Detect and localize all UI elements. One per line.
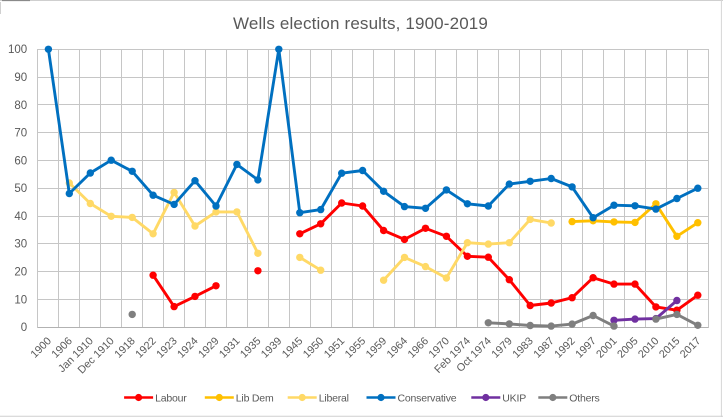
svg-text:Labour: Labour [155,393,187,405]
svg-text:UKIP: UKIP [502,393,526,405]
svg-text:80: 80 [14,100,27,112]
svg-text:30: 30 [14,239,27,251]
svg-text:0: 0 [21,322,27,334]
svg-text:Others: Others [569,393,599,405]
svg-text:40: 40 [14,211,27,223]
svg-text:Wells election results, 1900-2: Wells election results, 1900-2019 [233,14,488,33]
svg-text:Liberal: Liberal [319,393,349,405]
svg-text:Lib Dem: Lib Dem [236,393,274,405]
svg-text:70: 70 [14,128,27,140]
svg-text:50: 50 [14,183,27,195]
svg-text:100: 100 [8,44,27,56]
svg-text:20: 20 [14,267,27,279]
svg-text:10: 10 [14,294,27,306]
svg-text:Conservative: Conservative [398,393,457,405]
svg-text:90: 90 [14,72,27,84]
svg-text:60: 60 [14,155,27,167]
